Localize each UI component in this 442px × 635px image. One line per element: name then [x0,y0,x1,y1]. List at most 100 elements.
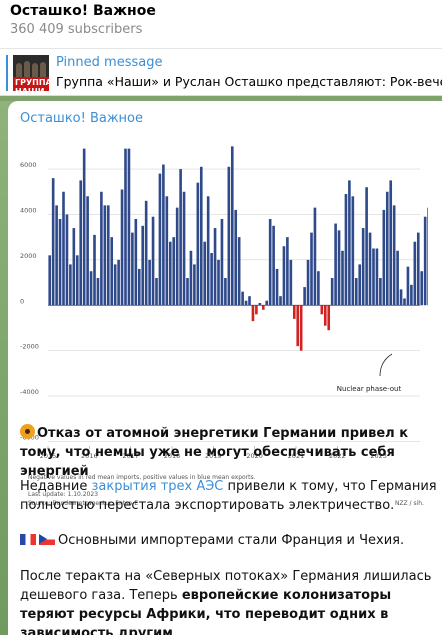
czech-flag-icon [39,534,55,545]
chart-bar [103,205,107,306]
chart-bar [203,241,207,306]
chart-bar [323,305,327,326]
aes-closure-link[interactable]: закрытия трех АЭС [91,479,224,494]
pinned-indicator [6,55,8,91]
pinned-message-bar[interactable]: ГРУППА НАШИ Pinned message Группа «Наши»… [0,48,442,96]
chart-bar [286,237,289,306]
chart-bar [320,305,324,315]
chart-bar [306,259,310,306]
chart-bar [399,289,403,306]
x-tick-label: 2023 [370,452,387,460]
chart-image[interactable]: 6000400020000-2000-4000-6000201520162017… [20,131,428,513]
chart-bar [365,187,368,306]
x-tick-label: 2017 [122,452,139,460]
chart-bar [110,237,114,306]
annotation-leader [379,353,393,377]
chart-bar [272,225,275,306]
chart-bar [213,228,217,306]
chart-bar [410,284,413,306]
chart-bar [341,250,344,306]
chart-bar [337,230,341,306]
chart-bar [199,166,203,306]
chart-bar [155,278,158,306]
chart-bar [86,196,89,306]
chart-bar [189,250,193,306]
thumbnail-brand: ГРУППА НАШИ [15,78,49,91]
chart-bar [389,180,393,306]
chart-bar [299,305,303,351]
chart-bar [334,223,337,306]
chart-bar [179,169,182,306]
chart-bar [406,266,410,306]
chart-bar [186,278,189,306]
chart-bar [134,218,138,306]
x-tick-label: 2021 [288,452,305,460]
paragraph-4: После теракта на «Северных потоках» Герм… [20,569,432,635]
chart-bar [317,271,320,306]
subscriber-count: 360 409 subscribers [10,22,143,37]
chart-bar [48,255,52,306]
post-channel-name[interactable]: Осташко! Важное [20,111,144,126]
chart-credit: NZZ / sih. [395,500,424,507]
radioactive-icon [20,424,35,439]
chart-bar [330,278,334,306]
pinned-text: Группа «Наши» и Руслан Осташко представл… [56,74,442,89]
chart-bar [423,216,427,306]
paragraph-2: Недавние закрытия трех АЭС привели к том… [20,479,437,513]
chart-bar [416,232,420,306]
chart-bar [162,164,165,306]
pinned-label: Pinned message [56,55,163,70]
chart-bar [327,305,331,331]
chart-bar [427,207,428,306]
chart-bar [55,205,58,306]
chart-bar [310,232,313,306]
chart-bar [89,271,93,306]
headline-paragraph: Отказ от атомной энергетики Германии при… [20,424,409,479]
chart-bar [124,148,127,306]
chart-bar [303,287,306,306]
x-tick-label: 2016 [81,452,98,460]
chart-bar [344,194,348,306]
chart-bar [282,246,286,306]
chart-bar [361,228,365,306]
chart-bar [168,241,172,306]
chart-bar [372,248,375,306]
chart-bar [292,305,296,319]
chart-bar [313,207,317,306]
chart-last-update: Last update: 1.10.2023 [28,491,98,498]
chart-bar [141,225,145,306]
chart-bar [82,148,86,306]
chart-bar [375,248,379,306]
x-tick-label: 2018 [164,452,181,460]
y-tick-label: 2000 [20,252,37,260]
chart-bar [258,302,262,306]
chart-bar [131,232,134,306]
chart-bar [120,189,124,306]
pinned-thumbnail[interactable]: ГРУППА НАШИ [13,55,49,91]
chart-bar [144,200,148,306]
chart-bar [296,305,300,347]
channel-header[interactable]: Осташко! Важное 360 409 subscribers [0,0,442,48]
chart-bar [93,234,96,306]
chart-bar [261,305,265,310]
chart-bar [382,209,386,306]
chart-bar [210,253,213,306]
channel-title[interactable]: Осташко! Важное [10,3,156,19]
y-tick-label: 4000 [20,206,37,214]
y-tick-label: 6000 [20,161,37,169]
chart-bar [175,207,179,306]
chart-bar [403,298,406,306]
chart-bar [96,278,100,306]
chart-bar [351,196,355,306]
chart-footnote: Negative values in red mean imports, pos… [28,474,256,481]
chart-bar [227,166,231,306]
chart-bar [248,296,251,306]
chart-bar [392,205,396,306]
chart-bar [58,218,62,306]
chart-bar [62,191,65,306]
annotation-label: Nuclear phase-out [337,385,402,393]
chart-bar [193,264,196,306]
chart-bar [385,191,389,306]
chart-bar [206,196,210,306]
chart-bar [420,271,424,306]
